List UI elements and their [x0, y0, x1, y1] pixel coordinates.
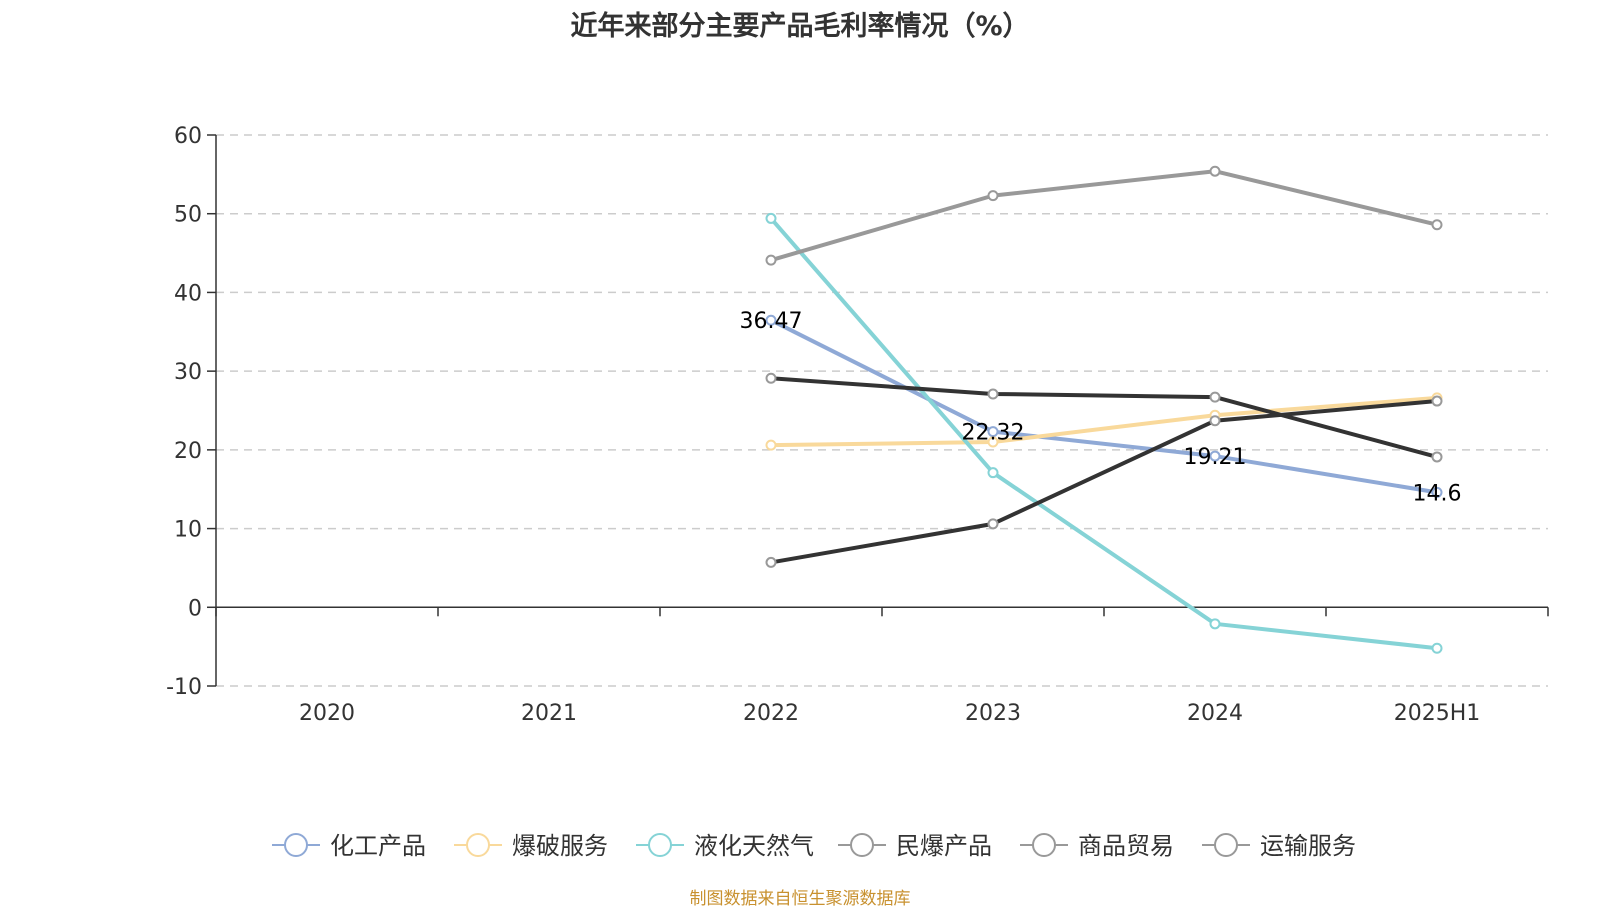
data-label: 19.21: [1184, 445, 1247, 470]
y-tick-label: 40: [174, 281, 202, 306]
legend-marker-icon: [1032, 833, 1056, 857]
series-line: [770, 399, 1438, 565]
data-point: [1431, 451, 1443, 463]
series-line: [770, 318, 1438, 495]
data-point: [1431, 486, 1443, 498]
data-point: [1209, 165, 1221, 177]
grid-lines: [216, 134, 1548, 687]
legend-label: 爆破服务: [512, 832, 608, 860]
data-point: [765, 254, 777, 266]
data-label: 36.47: [740, 309, 803, 334]
series-1: [765, 314, 1443, 498]
y-tick-label: 50: [174, 203, 202, 228]
y-tick-label: 10: [174, 518, 202, 543]
data-point: [987, 467, 999, 479]
legend-marker-icon: [284, 833, 308, 857]
series-line: [770, 169, 1438, 263]
legend-label: 商品贸易: [1078, 832, 1174, 860]
data-point: [987, 518, 999, 530]
y-tick-label: -10: [166, 675, 202, 700]
data-labels: 36.47 22.32 19.21 14.6: [740, 309, 1462, 506]
data-point: [1209, 618, 1221, 630]
data-point: [987, 388, 999, 400]
series-line: [770, 395, 1438, 448]
series-3: [765, 212, 1443, 654]
data-point: [765, 212, 777, 224]
x-tick-label: 2021: [521, 701, 577, 726]
legend-item[interactable]: 商品贸易: [1020, 832, 1174, 860]
legend-label: 液化天然气: [694, 832, 814, 860]
legend-marker-icon: [648, 833, 672, 857]
data-point: [1209, 450, 1221, 462]
series-line: [770, 376, 1438, 459]
x-tick-label: 2020: [299, 701, 355, 726]
data-point: [1431, 642, 1443, 654]
data-point: [987, 190, 999, 202]
x-tick-label: 2024: [1187, 701, 1243, 726]
legend-item[interactable]: 民爆产品: [838, 832, 992, 860]
series-line: [769, 217, 1438, 651]
y-tick-label: 30: [174, 360, 202, 385]
series-2: [765, 392, 1443, 451]
chart-title: 近年来部分主要产品毛利率情况（%）: [570, 11, 1030, 42]
series-5: [765, 395, 1443, 568]
data-point: [765, 372, 777, 384]
data-point: [1209, 391, 1221, 403]
data-point: [765, 556, 777, 568]
data-label: 22.32: [962, 421, 1025, 446]
data-point: [987, 436, 999, 448]
data-point: [1209, 415, 1221, 427]
legend-marker-icon: [850, 833, 874, 857]
series-6: [765, 165, 1443, 266]
y-tick-label: 0: [188, 596, 202, 621]
series-lines: [765, 165, 1443, 654]
axes: -10 0 10 20 30 40 50 60 2020 2021 2022 2023 2024 2025…: [166, 124, 1549, 726]
data-point: [765, 439, 777, 451]
legend-label: 化工产品: [330, 832, 426, 860]
legend-marker-icon: [466, 833, 490, 857]
legend-label: 民爆产品: [896, 832, 992, 860]
legend-item[interactable]: 运输服务: [1202, 832, 1356, 860]
y-tick-label: 60: [174, 124, 202, 149]
x-tick-label: 2023: [965, 701, 1021, 726]
legend-label: 运输服务: [1260, 832, 1356, 860]
legend-item[interactable]: 爆破服务: [454, 832, 608, 860]
data-label: 14.6: [1413, 481, 1462, 506]
legend-item[interactable]: 化工产品: [272, 832, 426, 860]
legend-item[interactable]: 液化天然气: [636, 832, 814, 860]
series-4: [765, 372, 1443, 463]
legend[interactable]: 化工产品 爆破服务 液化天然气 民爆产品 商品贸易 运输服务: [272, 832, 1356, 860]
data-point: [987, 426, 999, 438]
data-point: [1431, 395, 1443, 407]
data-point: [765, 314, 777, 326]
x-tick-label: 2022: [743, 701, 799, 726]
legend-marker-icon: [1214, 833, 1238, 857]
x-tick-label: 2025H1: [1394, 701, 1481, 726]
data-point: [1431, 219, 1443, 231]
data-source-note: 制图数据来自恒生聚源数据库: [689, 889, 911, 909]
y-tick-label: 20: [174, 439, 202, 464]
